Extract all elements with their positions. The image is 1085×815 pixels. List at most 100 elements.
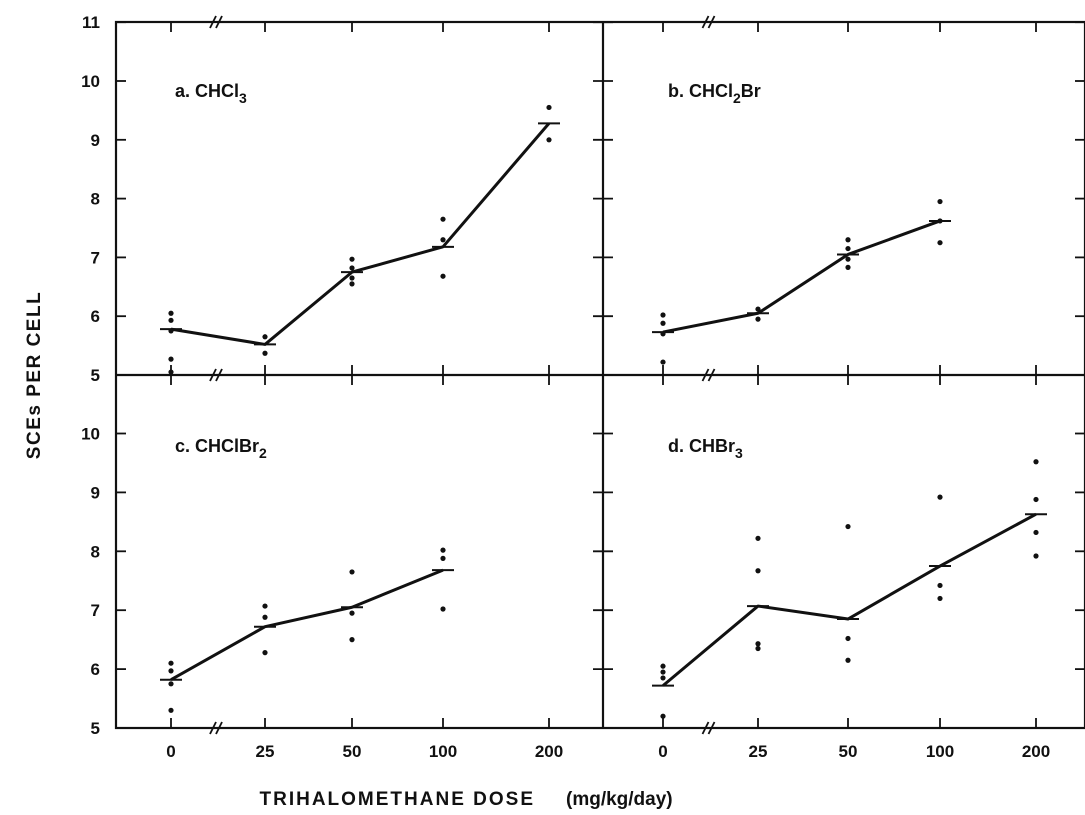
data-point-a-15 xyxy=(546,137,552,143)
axis-break-b-2b xyxy=(707,721,716,735)
data-point-c-5 xyxy=(262,614,268,620)
y-tick-label-bottom-10: 10 xyxy=(81,425,100,444)
axis-break-b-1a xyxy=(701,368,710,382)
y-tick-label-bottom-6: 6 xyxy=(91,660,100,679)
data-point-d-4 xyxy=(755,535,761,541)
y-tick-label-top-10: 10 xyxy=(81,72,100,91)
axis-break-a-0a xyxy=(209,15,217,29)
data-point-a-10 xyxy=(349,281,355,287)
panel-title-subscript-c: 2 xyxy=(259,445,267,461)
axis-break-b-0b xyxy=(707,15,716,29)
data-point-d-6 xyxy=(755,641,761,647)
data-point-b-8 xyxy=(845,256,851,262)
data-point-c-3 xyxy=(168,707,174,713)
data-point-a-8 xyxy=(349,265,355,271)
data-point-d-14 xyxy=(1033,459,1039,465)
y-tick-label-top-11: 11 xyxy=(82,13,100,32)
x-axis-units: (mg/kg/day) xyxy=(566,789,673,810)
y-tick-label-bottom-8: 8 xyxy=(91,542,100,561)
panel-title-subscript-a: 3 xyxy=(239,90,247,106)
x-tick-label-a-100: 100 xyxy=(429,742,457,761)
y-tick-label-top-9: 9 xyxy=(91,131,100,150)
y-axis-title: SCEs PER CELL xyxy=(24,291,45,459)
data-point-a-12 xyxy=(440,237,446,243)
data-point-d-1 xyxy=(660,669,666,675)
axis-break-b-0a xyxy=(701,15,710,29)
panel-title-a: a. CHCl3 xyxy=(175,81,247,106)
y-tick-label-top-8: 8 xyxy=(91,190,100,209)
panel-title-main-d: d. CHBr xyxy=(668,436,735,456)
x-tick-label-a-25: 25 xyxy=(256,742,275,761)
x-tick-label-b-200: 200 xyxy=(1022,742,1050,761)
axis-ticks xyxy=(116,15,1085,735)
data-point-d-17 xyxy=(1033,553,1039,559)
data-point-b-6 xyxy=(845,237,851,243)
data-point-a-4 xyxy=(168,369,174,375)
y-tick-label-bottom-7: 7 xyxy=(91,601,100,620)
x-tick-label-b-25: 25 xyxy=(749,742,768,761)
mean-line-c xyxy=(170,568,444,682)
x-tick-label-b-0: 0 xyxy=(658,742,667,761)
x-tick-label-a-200: 200 xyxy=(535,742,563,761)
data-point-a-0 xyxy=(168,310,174,316)
panel-title-subscript-d: 3 xyxy=(735,445,743,461)
data-point-d-9 xyxy=(845,635,851,642)
data-point-a-3 xyxy=(168,356,174,362)
panel-title-subscript-b: 2 xyxy=(733,90,741,106)
data-point-a-13 xyxy=(440,273,446,279)
data-point-c-0 xyxy=(168,660,174,666)
data-point-b-3 xyxy=(660,359,666,365)
x-axis-title: TRIHALOMETHANE DOSE xyxy=(260,789,536,810)
data-point-d-15 xyxy=(1033,496,1039,503)
axis-break-a-2b xyxy=(215,721,223,735)
data-point-b-0 xyxy=(660,312,666,318)
axis-break-b-2a xyxy=(701,721,710,735)
x-tick-label-a-0: 0 xyxy=(166,742,175,761)
data-point-a-7 xyxy=(349,256,355,262)
axis-break-a-1b xyxy=(215,368,223,382)
panel-b: b. CHCl2Br xyxy=(652,81,951,365)
data-point-c-7 xyxy=(349,569,355,575)
panel-title-b: b. CHCl2Br xyxy=(668,81,761,106)
data-point-a-14 xyxy=(546,104,552,111)
data-point-d-5 xyxy=(755,568,761,574)
data-point-a-1 xyxy=(168,317,174,323)
data-point-d-12 xyxy=(937,582,943,589)
data-point-d-16 xyxy=(1033,529,1039,536)
data-point-a-11 xyxy=(440,216,446,222)
data-point-c-11 xyxy=(440,555,446,561)
axis-break-a-1a xyxy=(209,368,217,382)
data-point-c-4 xyxy=(262,603,268,609)
axis-break-a-0b xyxy=(215,15,223,29)
y-tick-label-bottom-9: 9 xyxy=(91,483,100,502)
data-point-d-0 xyxy=(660,663,666,669)
data-point-c-2 xyxy=(168,681,174,687)
data-point-d-3 xyxy=(660,713,666,719)
data-point-c-6 xyxy=(262,650,268,656)
mean-line-a xyxy=(170,122,551,346)
data-point-b-11 xyxy=(937,218,943,224)
data-point-d-10 xyxy=(845,657,851,663)
y-tick-label-bottom-5: 5 xyxy=(91,719,100,738)
data-point-d-2 xyxy=(660,675,666,681)
data-point-b-1 xyxy=(660,320,666,326)
data-point-c-12 xyxy=(440,606,446,612)
data-point-b-5 xyxy=(755,316,761,322)
axis-break-a-2a xyxy=(209,721,217,735)
x-tick-label-b-100: 100 xyxy=(926,742,954,761)
data-point-b-9 xyxy=(845,264,851,270)
y-tick-label-top-7: 7 xyxy=(91,248,100,267)
axis-break-b-1b xyxy=(707,368,716,382)
data-point-d-13 xyxy=(937,595,943,602)
data-point-c-1 xyxy=(168,668,174,674)
x-tick-label-b-50: 50 xyxy=(839,742,858,761)
panel-title-d: d. CHBr3 xyxy=(668,436,743,461)
y-tick-label-top-6: 6 xyxy=(91,307,100,326)
panel-d: d. CHBr3 xyxy=(652,436,1047,719)
data-point-b-12 xyxy=(937,240,943,246)
panel-title-main-c: c. CHClBr xyxy=(175,436,259,456)
data-point-a-9 xyxy=(349,275,355,281)
data-point-a-5 xyxy=(262,334,268,340)
data-point-d-7 xyxy=(755,645,761,652)
